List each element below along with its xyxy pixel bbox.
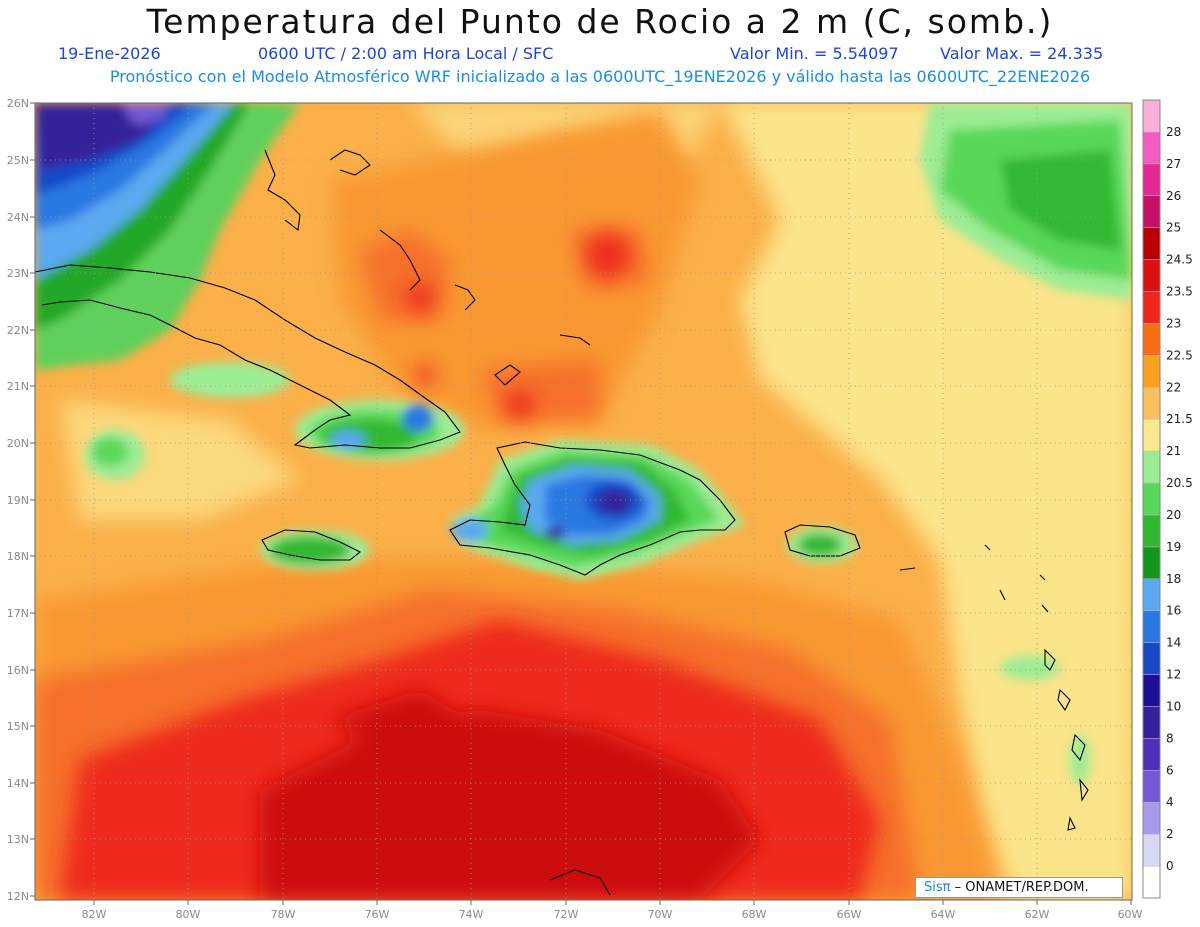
lat-label: 14N	[7, 777, 29, 790]
colorbar-frame	[1142, 99, 1161, 899]
colorbar-swatch	[1142, 355, 1161, 388]
colorbar-swatch	[1142, 482, 1161, 516]
lat-label: 22N	[7, 324, 29, 337]
sispi-logo: Sisπ	[924, 880, 951, 895]
colorbar-swatch	[1142, 770, 1161, 803]
lat-label: 23N	[7, 267, 29, 280]
lat-label: 18N	[7, 550, 29, 563]
colorbar-swatch	[1142, 578, 1161, 611]
colorbar-swatch	[1142, 99, 1161, 133]
colorbar-label: 23	[1166, 316, 1181, 330]
lon-label: 78W	[271, 908, 296, 921]
colorbar-label: 8	[1166, 731, 1174, 745]
colorbar-label: 25	[1166, 221, 1181, 235]
lon-label: 76W	[365, 908, 390, 921]
colorbar-swatch	[1142, 546, 1161, 580]
colorbar-swatch	[1142, 642, 1161, 675]
colorbar-label: 21	[1166, 444, 1181, 458]
lon-label: 66W	[837, 908, 862, 921]
colorbar-label: 16	[1166, 604, 1181, 618]
colorbar-label: 10	[1166, 699, 1181, 713]
lon-label: 70W	[648, 908, 673, 921]
map-frame	[34, 102, 1133, 901]
lon-label: 64W	[931, 908, 956, 921]
colorbar-label: 18	[1166, 572, 1181, 586]
colorbar-swatch	[1142, 450, 1161, 484]
lat-label: 26N	[7, 97, 29, 110]
colorbar-swatch	[1142, 195, 1161, 228]
coastlines	[35, 149, 1089, 896]
colorbar-label: 26	[1166, 189, 1181, 203]
colorbar-label: 20	[1166, 508, 1181, 522]
lat-label: 24N	[7, 211, 29, 224]
colorbar-label: 20.5	[1166, 476, 1193, 490]
colorbar-swatch	[1142, 610, 1161, 643]
lon-label: 60W	[1118, 908, 1143, 921]
colorbar-swatch	[1142, 738, 1161, 771]
lat-label: 13N	[7, 833, 29, 846]
lon-label: 82W	[82, 908, 107, 921]
colorbar-swatch	[1142, 801, 1161, 835]
colorbar-swatch	[1142, 706, 1161, 739]
lon-label: 72W	[554, 908, 579, 921]
colorbar-label: 0	[1166, 859, 1174, 873]
forecast-date: 19-Ene-2026	[58, 44, 161, 63]
colorbar-label: 12	[1166, 668, 1181, 682]
colorbar-swatch	[1142, 674, 1161, 707]
lon-axis: 82W 80W 78W 76W 74W 72W 70W 68W 66W 64W …	[82, 908, 1143, 921]
colorbar-label: 14	[1166, 636, 1181, 650]
colorbar-swatch	[1142, 323, 1161, 356]
lat-label: 25N	[7, 154, 29, 167]
lat-label: 16N	[7, 664, 29, 677]
colorbar-swatch	[1142, 865, 1161, 899]
lat-label: 12N	[7, 890, 29, 903]
colorbar: 0 2 4 6 8 10 12 14 16 18 19 20 20.5 21 21.5 22 22.5 23 23.…	[1142, 99, 1193, 899]
credit-box: Sisπ – ONAMET/REP.DOM.	[915, 877, 1123, 898]
colorbar-swatch	[1142, 291, 1161, 324]
min-value: Valor Min. = 5.54097	[730, 44, 899, 63]
colorbar-swatch	[1142, 833, 1161, 867]
lon-label: 80W	[176, 908, 201, 921]
lat-ticks	[30, 102, 35, 897]
credit-text: – ONAMET/REP.DOM.	[954, 880, 1089, 895]
colorbar-swatch	[1142, 131, 1161, 165]
lon-ticks	[93, 900, 1132, 905]
max-value: Valor Max. = 24.335	[940, 44, 1104, 63]
dewpoint-field	[35, 103, 1132, 900]
colorbar-swatch	[1142, 227, 1161, 260]
colorbar-swatch	[1142, 387, 1161, 420]
colorbar-label: 28	[1166, 125, 1181, 139]
colorbar-label: 23.5	[1166, 285, 1193, 299]
colorbar-label: 22.5	[1166, 348, 1193, 362]
lon-label: 74W	[459, 908, 484, 921]
lat-label: 19N	[7, 494, 29, 507]
colorbar-swatch	[1142, 163, 1161, 197]
lon-label: 68W	[742, 908, 767, 921]
page-title: Temperatura del Punto de Rocio a 2 m (C,…	[146, 2, 1054, 41]
lon-label: 62W	[1025, 908, 1050, 921]
lat-label: 20N	[7, 437, 29, 450]
colorbar-swatch	[1142, 259, 1161, 292]
lat-label: 15N	[7, 720, 29, 733]
colorbar-label: 24.5	[1166, 253, 1193, 267]
lat-label: 17N	[7, 607, 29, 620]
colorbar-label: 27	[1166, 157, 1181, 171]
colorbar-label: 22	[1166, 380, 1181, 394]
lat-axis: 26N 25N 24N 23N 22N 21N 20N 19N 18N 17N …	[7, 97, 29, 903]
colorbar-label: 21.5	[1166, 412, 1193, 426]
forecast-time: 0600 UTC / 2:00 am Hora Local / SFC	[258, 44, 554, 63]
colorbar-label: 4	[1166, 795, 1174, 809]
colorbar-swatch	[1142, 418, 1161, 452]
colorbar-swatch	[1142, 514, 1161, 548]
colorbar-label: 2	[1166, 827, 1174, 841]
colorbar-label: 6	[1166, 763, 1174, 777]
lat-label: 21N	[7, 380, 29, 393]
colorbar-label: 19	[1166, 540, 1181, 554]
model-info: Pronóstico con el Modelo Atmosférico WRF…	[109, 67, 1091, 86]
